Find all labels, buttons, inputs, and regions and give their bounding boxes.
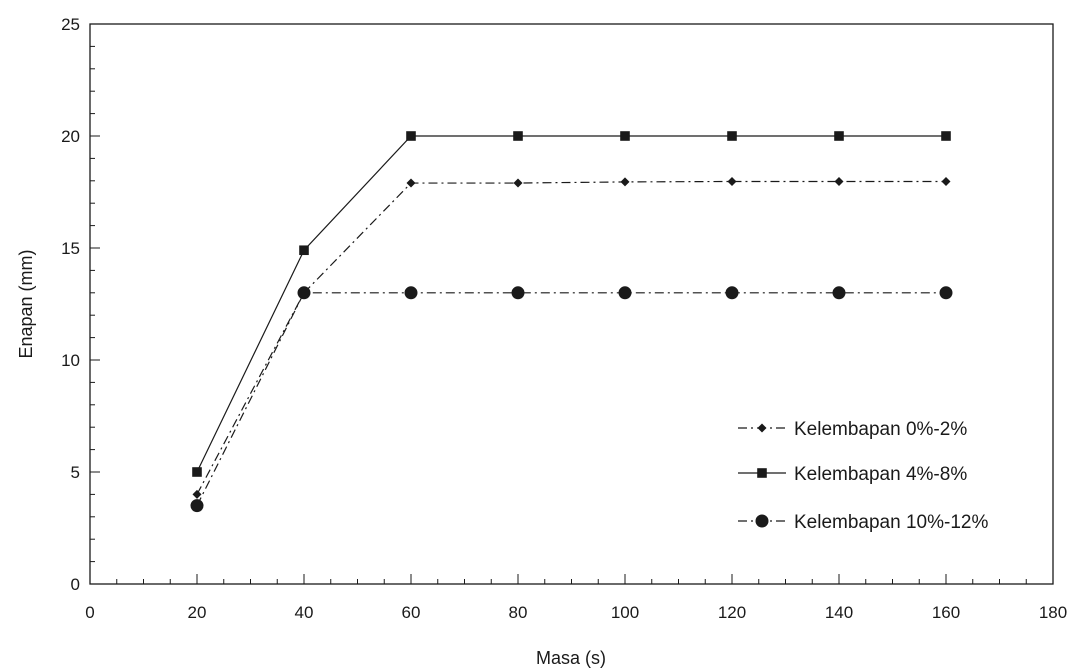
data-point-square (620, 131, 630, 141)
series-line-diamond (196, 180, 946, 495)
series-line-circle (196, 292, 946, 506)
y-tick-label: 10 (61, 351, 80, 370)
legend-marker-circle (755, 514, 769, 528)
x-tick-label: 180 (1039, 603, 1067, 622)
data-point-diamond (406, 178, 416, 188)
x-tick-label: 100 (611, 603, 639, 622)
x-axis-ticks: 0 20 40 60 80 100 120 140 160 180 (85, 574, 1067, 622)
data-point-square (299, 245, 309, 256)
legend-label: Kelembapan 10%-12% (794, 512, 988, 533)
x-tick-label: 140 (825, 603, 853, 622)
legend-marker-diamond (757, 423, 767, 433)
data-point-circle (297, 286, 311, 300)
data-point-circle (832, 286, 846, 300)
x-tick-label: 160 (932, 603, 960, 622)
x-tick-label: 20 (188, 603, 207, 622)
data-point-circle (190, 499, 204, 513)
data-point-circle (404, 286, 418, 300)
data-point-circle (725, 286, 739, 300)
y-tick-label: 0 (71, 575, 80, 594)
legend: Kelembapan 0%-2% Kelembapan 4%-8% Kelembap… (738, 419, 988, 533)
x-tick-label: 60 (402, 603, 421, 622)
data-point-diamond (513, 178, 523, 188)
y-axis-ticks: 0 5 10 15 20 25 (61, 15, 100, 594)
data-point-square (406, 131, 416, 141)
x-tick-label: 40 (295, 603, 314, 622)
x-tick-label: 0 (85, 603, 94, 622)
data-point-diamond (727, 176, 737, 186)
data-point-circle (511, 286, 525, 300)
series-line-square (196, 135, 946, 473)
y-tick-label: 20 (61, 127, 80, 146)
data-point-diamond (620, 177, 630, 187)
data-point-square (192, 467, 202, 477)
plot-area-frame (89, 23, 1054, 585)
y-tick-label: 15 (61, 239, 80, 258)
y-axis-title: Enapan (mm) (16, 249, 36, 358)
x-tick-label: 120 (718, 603, 746, 622)
data-point-circle (939, 286, 953, 300)
legend-label: Kelembapan 4%-8% (794, 464, 967, 485)
series-layer (190, 131, 953, 513)
data-point-square (727, 131, 737, 141)
data-point-square (513, 131, 523, 141)
data-point-circle (618, 286, 632, 300)
y-tick-label: 5 (71, 463, 80, 482)
legend-label: Kelembapan 0%-2% (794, 419, 967, 440)
data-point-diamond (192, 489, 202, 499)
data-point-square (834, 131, 844, 141)
x-tick-label: 80 (509, 603, 528, 622)
data-point-diamond (941, 176, 951, 186)
x-axis-title: Masa (s) (536, 648, 606, 668)
legend-marker-square (757, 468, 767, 478)
data-point-diamond (834, 176, 844, 186)
data-point-square (941, 131, 951, 141)
y-tick-label: 25 (61, 15, 80, 34)
